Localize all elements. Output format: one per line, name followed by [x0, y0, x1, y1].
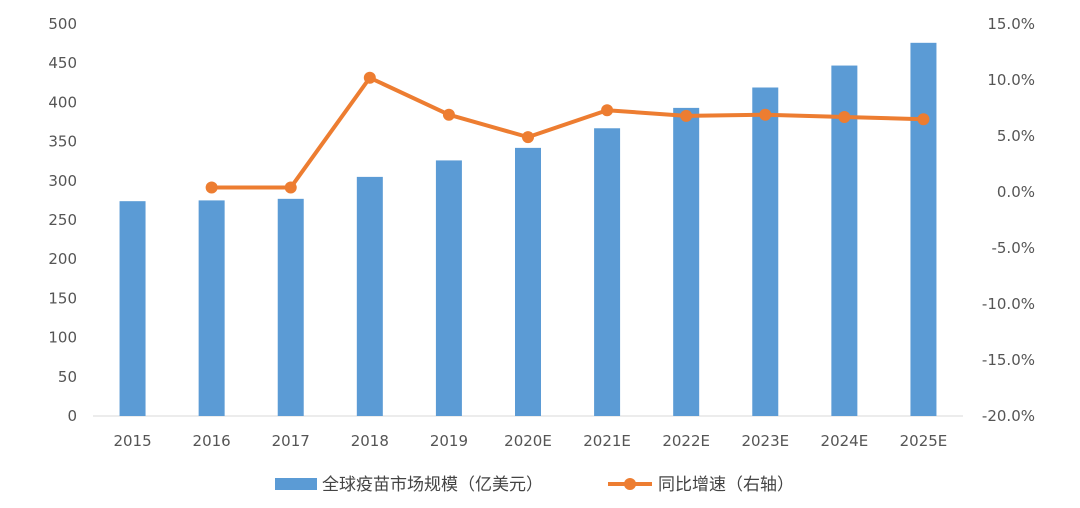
right-tick-label: 10.0%: [987, 71, 1035, 89]
legend-bar-label: 全球疫苗市场规模（亿美元）: [322, 475, 543, 495]
x-tick-label: 2023E: [741, 432, 789, 450]
bar: [752, 87, 779, 416]
x-tick-label: 2025E: [900, 432, 948, 450]
left-tick-label: 450: [48, 54, 77, 72]
right-tick-label: -10.0%: [982, 295, 1035, 313]
growth-line: [209, 75, 926, 190]
bar: [910, 42, 937, 416]
x-tick-label: 2016: [193, 432, 231, 450]
right-axis: -20.0% -15.0% -10.0% -5.0% 0.0% 5.0% 10.0% 15.0…: [982, 15, 1035, 425]
x-tick-label: 2020E: [504, 432, 552, 450]
bar: [119, 201, 146, 416]
bar: [277, 198, 304, 416]
bar: [198, 200, 225, 416]
left-tick-label: 500: [48, 15, 77, 33]
right-tick-label: -5.0%: [991, 239, 1035, 257]
line-point: [442, 108, 455, 121]
line-series: [205, 71, 930, 194]
right-tick-label: 15.0%: [987, 15, 1035, 33]
right-tick-label: 0.0%: [997, 183, 1035, 201]
left-tick-label: 150: [48, 289, 77, 307]
x-axis: 2015 2016 2017 2018 2019 2020E 2021E 2022E 2023E…: [113, 432, 947, 450]
x-tick-label: 2015: [113, 432, 151, 450]
left-tick-label: 400: [48, 93, 77, 111]
x-tick-label: 2019: [430, 432, 468, 450]
left-tick-label: 250: [48, 211, 77, 229]
left-tick-label: 300: [48, 172, 77, 190]
x-tick-label: 2017: [272, 432, 310, 450]
bar: [831, 65, 858, 416]
line-point: [917, 113, 930, 126]
line-point: [522, 131, 534, 144]
line-point: [601, 104, 614, 117]
left-tick-label: 50: [58, 368, 77, 386]
legend-line-marker: [624, 478, 636, 490]
left-axis: 0 50 100 150 200 250 300 350 400 450 500: [48, 15, 77, 425]
bar: [594, 128, 621, 416]
bar: [356, 176, 383, 416]
left-tick-label: 200: [48, 250, 77, 268]
line-point: [680, 109, 693, 122]
left-tick-label: 100: [48, 329, 77, 347]
x-tick-label: 2018: [351, 432, 389, 450]
bar-series: [119, 42, 937, 416]
legend-line-label: 同比增速（右轴）: [658, 475, 794, 495]
bar: [515, 147, 541, 416]
bar: [673, 107, 700, 416]
legend: 全球疫苗市场规模（亿美元） 同比增速（右轴）: [275, 475, 794, 495]
right-tick-label: -15.0%: [982, 351, 1035, 369]
x-tick-label: 2024E: [821, 432, 869, 450]
line-point: [284, 181, 297, 194]
line-point: [363, 71, 376, 84]
left-tick-label: 0: [67, 407, 77, 425]
legend-bar-swatch: [275, 478, 317, 490]
left-tick-label: 350: [48, 133, 77, 151]
line-point: [838, 110, 851, 123]
x-tick-label: 2022E: [662, 432, 710, 450]
line-point: [759, 108, 772, 121]
bar: [435, 160, 462, 416]
x-tick-label: 2021E: [583, 432, 631, 450]
line-point: [205, 181, 218, 194]
right-tick-label: 5.0%: [997, 127, 1035, 145]
right-tick-label: -20.0%: [982, 407, 1035, 425]
